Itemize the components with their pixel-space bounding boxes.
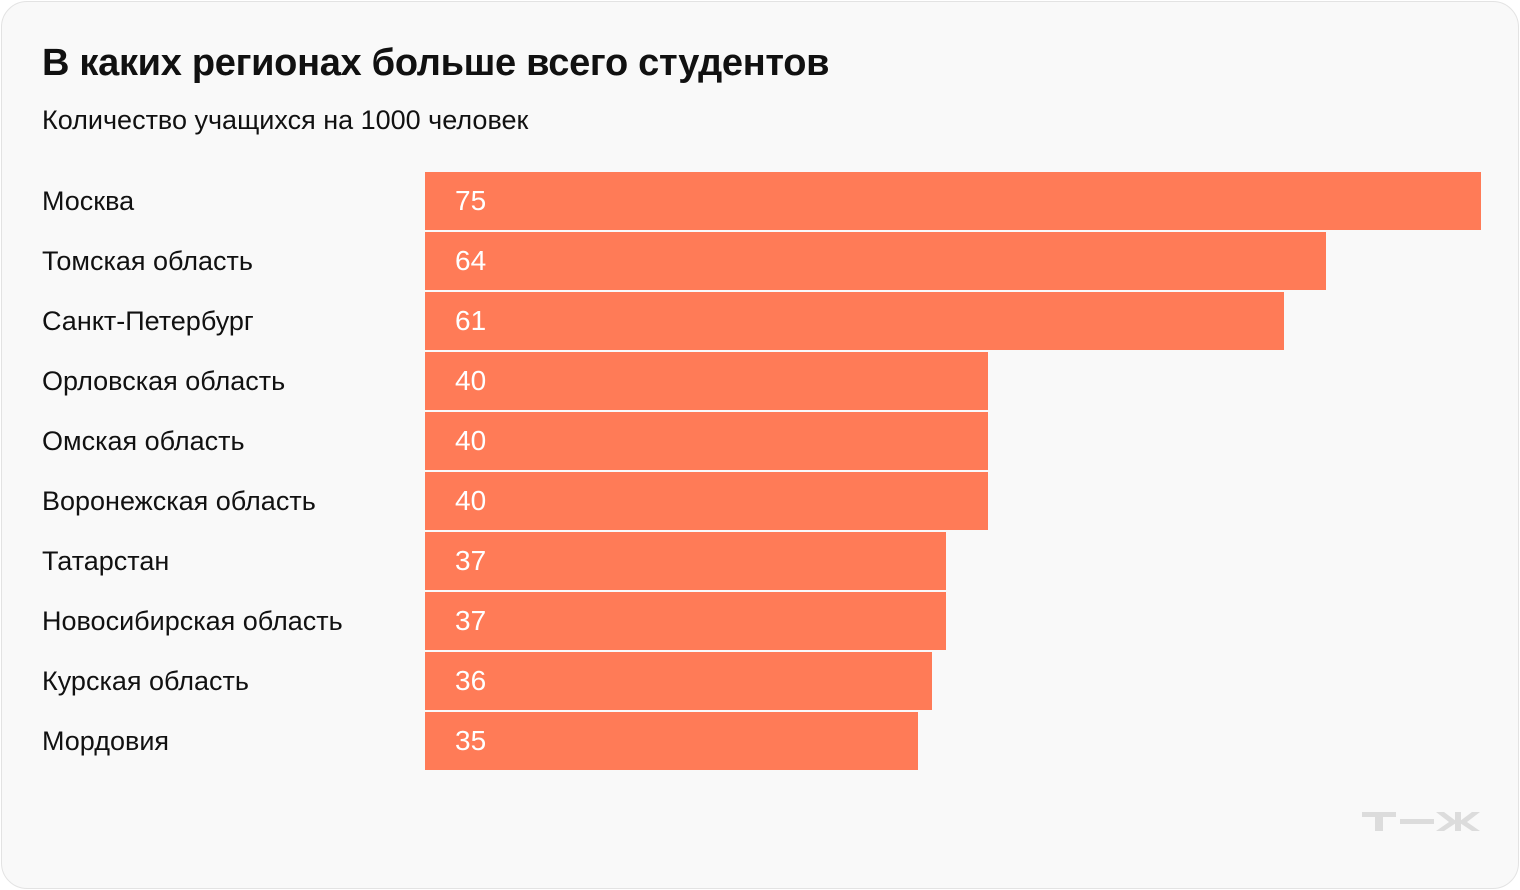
- category-label: Санкт-Петербург: [42, 306, 254, 336]
- data-label: 35: [455, 725, 487, 756]
- bar: [425, 412, 989, 470]
- category-label: Курская область: [42, 666, 249, 696]
- chart-subtitle: Количество учащихся на 1000 человек: [42, 105, 529, 135]
- category-label: Воронежская область: [42, 486, 316, 516]
- bar: [425, 172, 1481, 230]
- data-label: 40: [455, 425, 487, 456]
- data-label: 37: [455, 545, 487, 576]
- chart-title: В каких регионах больше всего студентов: [42, 42, 830, 84]
- bar: [425, 532, 946, 590]
- bar: [425, 712, 918, 770]
- bar: [425, 652, 932, 710]
- data-label: 37: [455, 605, 487, 636]
- category-label: Омская область: [42, 426, 245, 456]
- category-label: Москва: [42, 186, 135, 216]
- category-label: Томская область: [42, 246, 253, 276]
- data-label: 75: [455, 185, 487, 216]
- data-label: 64: [455, 245, 487, 276]
- data-label: 40: [455, 485, 487, 516]
- category-label: Татарстан: [42, 546, 170, 576]
- bar: [425, 472, 989, 530]
- bar: [425, 592, 946, 650]
- data-label: 40: [455, 365, 487, 396]
- bar: [425, 232, 1327, 290]
- category-label: Мордовия: [42, 726, 170, 756]
- bar: [425, 292, 1284, 350]
- category-label: Новосибирская область: [42, 606, 343, 636]
- data-label: 61: [455, 305, 487, 336]
- bar: [425, 352, 989, 410]
- data-label: 36: [455, 665, 487, 696]
- tzh-logo: [1362, 812, 1480, 831]
- category-label: Орловская область: [42, 366, 286, 396]
